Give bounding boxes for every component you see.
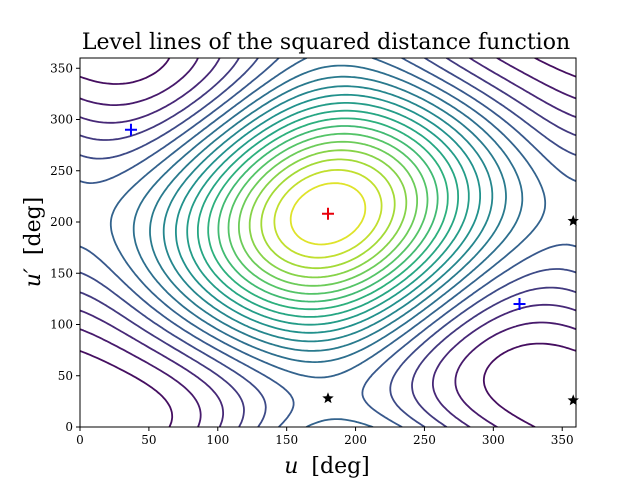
contour-level-20 <box>80 58 576 427</box>
critical-point-markers <box>124 123 579 406</box>
x-axis-unit: [deg] <box>311 454 369 479</box>
contour-level-19 <box>80 58 576 427</box>
x-axis-label: u [deg] <box>284 454 370 479</box>
y-tick-label: 200 <box>50 215 73 229</box>
plot-frame <box>79 57 577 428</box>
x-tick-label: 50 <box>141 433 156 447</box>
x-tick-label: 300 <box>482 433 505 447</box>
contour-level-21 <box>80 58 576 427</box>
y-axis-ticks: 0 50 100 150 200 250 300 350 <box>50 61 80 434</box>
contour-level-10 <box>186 102 470 326</box>
y-tick-label: 100 <box>50 318 73 332</box>
y-tick-label: 0 <box>65 420 73 434</box>
y-tick-label: 350 <box>50 61 73 75</box>
contour-level-2 <box>273 169 383 259</box>
saddle-star-marker <box>567 214 579 226</box>
minimum-plus-marker <box>513 298 526 310</box>
saddle-star-marker <box>567 394 579 406</box>
minimum-plus-marker <box>124 123 137 136</box>
saddle-star-marker <box>322 392 334 404</box>
contour-level-6 <box>227 132 429 295</box>
contour-level-7 <box>217 125 439 303</box>
contour-level-1 <box>289 182 367 246</box>
contour-level-12 <box>162 85 494 343</box>
y-tick-label: 300 <box>50 113 73 127</box>
x-tick-label: 200 <box>344 433 367 447</box>
contour-lines <box>80 58 576 427</box>
y-tick-label: 50 <box>58 369 73 383</box>
x-axis-ticks: 0 50 100 150 200 250 300 350 <box>76 427 574 447</box>
chart-title: Level lines of the squared distance func… <box>82 30 570 55</box>
contour-level-4 <box>248 149 408 279</box>
x-tick-label: 150 <box>275 433 298 447</box>
x-tick-label: 350 <box>551 433 574 447</box>
y-tick-label: 150 <box>50 266 73 280</box>
maximum-plus-marker <box>322 207 334 220</box>
contour-level-8 <box>207 117 449 311</box>
y-axis-unit: [deg] <box>21 197 46 255</box>
contour-level-18 <box>80 58 576 427</box>
x-axis-variable: u <box>284 454 298 479</box>
y-axis-label: u′ [deg] <box>21 197 46 288</box>
contour-level-3 <box>260 158 396 270</box>
contour-level-9 <box>197 109 459 318</box>
contour-level-5 <box>238 140 418 287</box>
y-tick-label: 250 <box>50 164 73 178</box>
x-tick-label: 100 <box>206 433 229 447</box>
contour-level-16 <box>80 58 576 427</box>
contour-level-13 <box>149 75 507 352</box>
x-tick-label: 250 <box>413 433 436 447</box>
contour-level-14 <box>132 64 524 363</box>
contour-level-11 <box>175 93 481 334</box>
x-tick-label: 0 <box>76 433 84 447</box>
y-axis-variable: u′ <box>21 268 46 287</box>
